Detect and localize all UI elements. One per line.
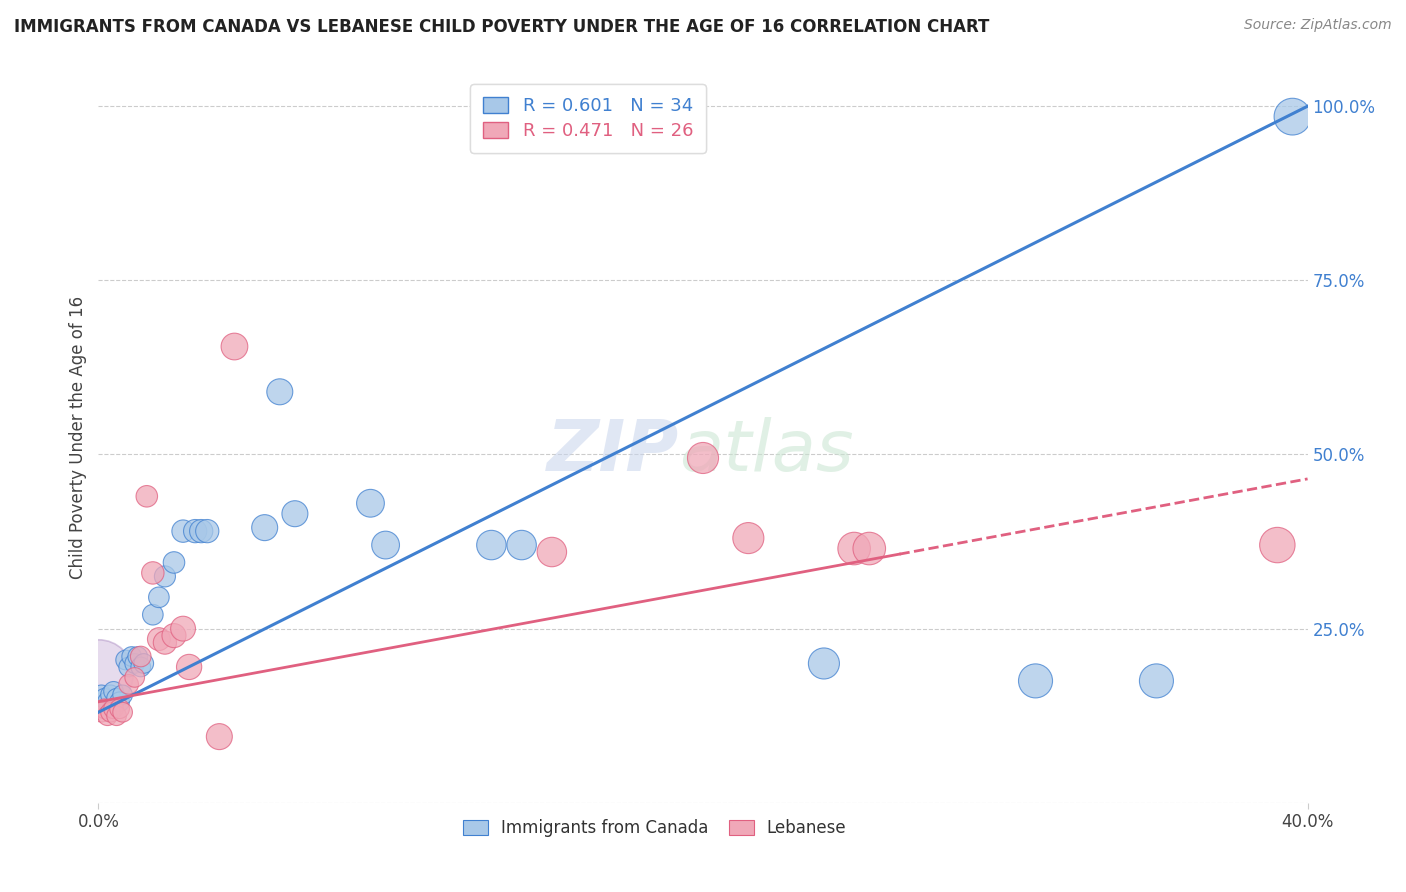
Point	[124, 670, 146, 684]
Point	[111, 705, 134, 719]
Legend: Immigrants from Canada, Lebanese: Immigrants from Canada, Lebanese	[454, 811, 855, 846]
Point	[108, 702, 131, 716]
Point	[127, 649, 149, 664]
Point	[90, 688, 112, 702]
Point	[224, 339, 246, 353]
Point	[96, 708, 118, 723]
Point	[269, 384, 291, 399]
Point	[96, 695, 118, 709]
Point	[184, 524, 207, 538]
Y-axis label: Child Poverty Under the Age of 16: Child Poverty Under the Age of 16	[69, 295, 87, 579]
Point	[93, 691, 115, 706]
Point	[510, 538, 533, 552]
Point	[105, 691, 128, 706]
Point	[844, 541, 866, 556]
Point	[253, 521, 276, 535]
Point	[813, 657, 835, 671]
Point	[135, 489, 157, 503]
Point	[153, 635, 176, 649]
Point	[374, 538, 396, 552]
Point	[148, 632, 170, 646]
Point	[190, 524, 212, 538]
Point	[148, 591, 170, 605]
Point	[858, 541, 880, 556]
Point	[172, 622, 194, 636]
Point	[1281, 110, 1303, 124]
Point	[108, 695, 131, 709]
Point	[103, 684, 125, 698]
Point	[90, 705, 112, 719]
Point	[208, 730, 231, 744]
Point	[360, 496, 382, 510]
Point	[114, 653, 136, 667]
Point	[737, 531, 759, 545]
Point	[163, 629, 186, 643]
Point	[118, 660, 141, 674]
Point	[103, 702, 125, 716]
Point	[142, 607, 165, 622]
Point	[179, 660, 201, 674]
Point	[163, 556, 186, 570]
Point	[129, 649, 152, 664]
Point	[195, 524, 218, 538]
Point	[132, 657, 155, 671]
Point	[153, 569, 176, 583]
Text: IMMIGRANTS FROM CANADA VS LEBANESE CHILD POVERTY UNDER THE AGE OF 16 CORRELATION: IMMIGRANTS FROM CANADA VS LEBANESE CHILD…	[14, 18, 990, 36]
Point	[93, 702, 115, 716]
Point	[111, 688, 134, 702]
Point	[142, 566, 165, 580]
Point	[1267, 538, 1289, 552]
Point	[118, 677, 141, 691]
Point	[692, 450, 714, 465]
Point	[105, 708, 128, 723]
Text: Source: ZipAtlas.com: Source: ZipAtlas.com	[1244, 18, 1392, 32]
Point	[87, 667, 110, 681]
Text: atlas: atlas	[679, 417, 853, 486]
Point	[121, 649, 143, 664]
Point	[124, 657, 146, 671]
Point	[100, 705, 122, 719]
Text: ZIP: ZIP	[547, 417, 679, 486]
Point	[1024, 673, 1046, 688]
Point	[100, 688, 122, 702]
Point	[129, 660, 152, 674]
Point	[481, 538, 503, 552]
Point	[172, 524, 194, 538]
Point	[284, 507, 307, 521]
Point	[1144, 673, 1167, 688]
Point	[540, 545, 562, 559]
